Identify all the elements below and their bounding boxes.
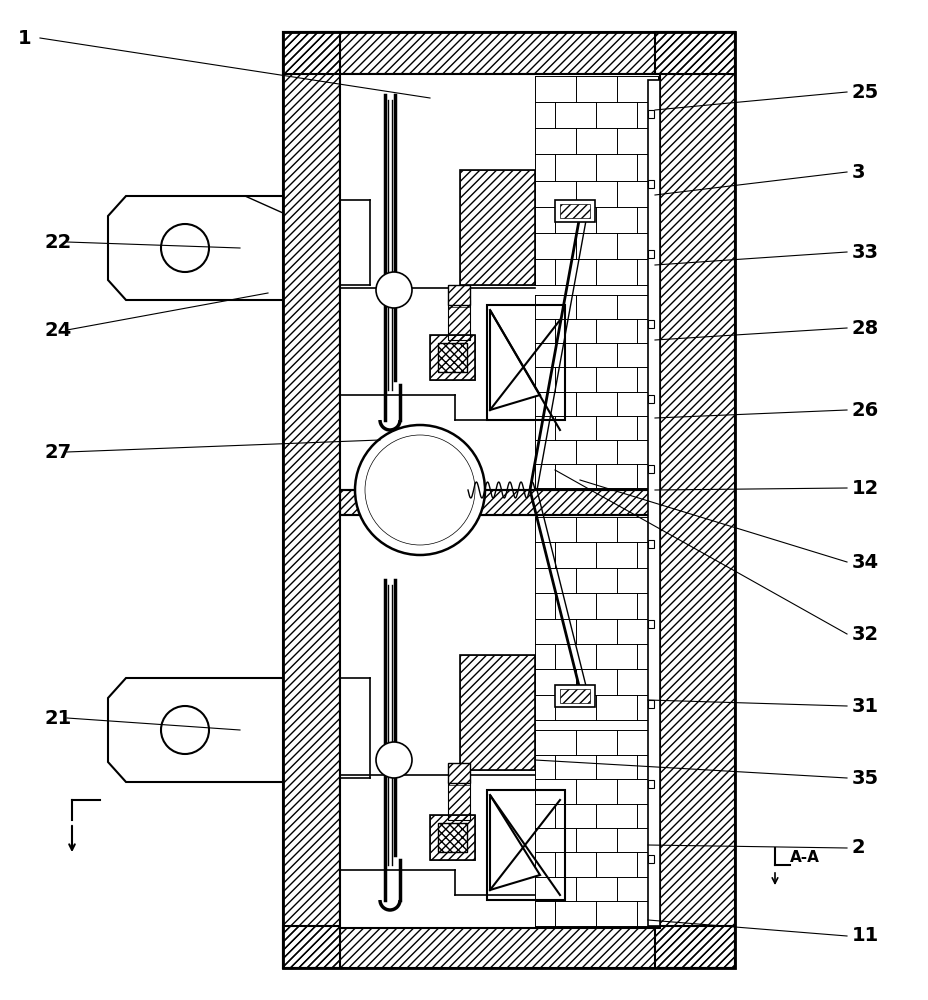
Circle shape [376, 742, 411, 778]
Bar [554, 685, 594, 707]
Bar [430, 815, 474, 860]
Text: 24: 24 [45, 320, 72, 340]
Circle shape [161, 224, 209, 272]
Bar [648, 465, 653, 473]
Circle shape [354, 425, 484, 555]
Text: 22: 22 [45, 232, 72, 251]
Circle shape [161, 706, 209, 754]
Text: 28: 28 [851, 318, 878, 338]
Bar [648, 620, 653, 628]
Bar [648, 855, 653, 863]
Bar [459, 170, 535, 285]
Bar [447, 285, 470, 307]
Bar [447, 763, 470, 783]
Bar [283, 32, 340, 968]
Bar [486, 305, 564, 420]
Bar [447, 285, 470, 305]
Text: 34: 34 [851, 552, 878, 572]
Bar [648, 700, 653, 708]
Bar [459, 170, 535, 285]
Bar [486, 790, 564, 900]
Text: 33: 33 [851, 242, 878, 261]
Bar [447, 763, 470, 785]
Text: 3: 3 [851, 163, 865, 182]
Bar [437, 823, 467, 852]
Text: 31: 31 [851, 696, 878, 715]
Circle shape [376, 272, 411, 308]
Polygon shape [489, 310, 539, 410]
Bar [340, 74, 659, 490]
Text: 2: 2 [851, 838, 865, 857]
Bar [340, 515, 659, 928]
Bar [283, 926, 734, 968]
Bar [283, 32, 734, 74]
Bar [648, 780, 653, 788]
Bar [437, 343, 467, 372]
Bar [340, 490, 659, 515]
Bar [560, 689, 589, 703]
Bar [648, 80, 659, 926]
Text: 12: 12 [851, 479, 878, 497]
Bar [283, 32, 734, 74]
Text: A-A: A-A [789, 850, 819, 865]
Bar [648, 110, 653, 118]
Bar [648, 540, 653, 548]
Text: 11: 11 [851, 926, 878, 945]
Polygon shape [489, 795, 539, 890]
Bar [648, 180, 653, 188]
Bar [648, 395, 653, 403]
Text: 1: 1 [18, 29, 32, 48]
Bar [648, 250, 653, 258]
Text: 32: 32 [851, 624, 878, 644]
Polygon shape [108, 196, 283, 300]
Text: 35: 35 [851, 768, 878, 788]
Bar [648, 320, 653, 328]
Text: 27: 27 [45, 442, 72, 462]
Bar [283, 32, 734, 968]
Polygon shape [108, 678, 283, 782]
Bar [430, 335, 474, 380]
Bar [283, 32, 340, 968]
Bar [459, 655, 535, 770]
Bar [283, 926, 734, 968]
Bar [654, 32, 734, 968]
Bar [560, 204, 589, 218]
Bar [340, 490, 659, 515]
Bar [554, 200, 594, 222]
Bar [437, 823, 467, 852]
Bar [437, 343, 467, 372]
Bar [654, 32, 734, 968]
Text: 26: 26 [851, 400, 878, 420]
Text: 25: 25 [851, 83, 878, 102]
Bar [459, 655, 535, 770]
Bar [430, 335, 474, 380]
Text: 21: 21 [45, 708, 72, 727]
Bar [430, 815, 474, 860]
